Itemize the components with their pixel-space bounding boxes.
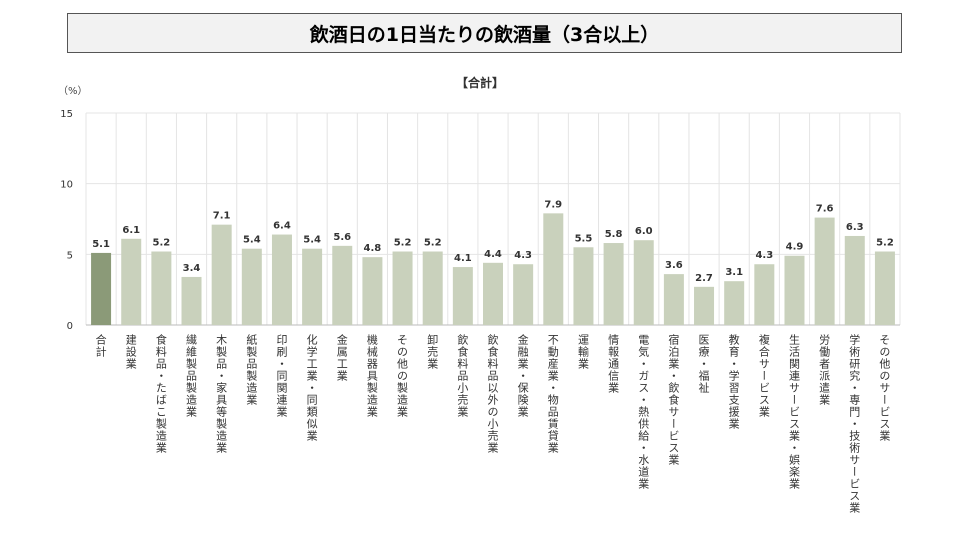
bar bbox=[483, 262, 503, 325]
x-tick-label: 化学工業・同類似業 bbox=[305, 334, 319, 442]
bar bbox=[271, 234, 292, 325]
chart-title: 飲酒日の1日当たりの飲酒量（3合以上） bbox=[67, 13, 902, 53]
data-label: 5.4 bbox=[243, 235, 261, 246]
x-tick-label: その他のサービス業 bbox=[877, 334, 891, 442]
x-tick-label: 宿泊業・飲食サービス業 bbox=[666, 334, 680, 466]
x-tick-label: 学術研究・専門・技術サービス業 bbox=[847, 334, 861, 514]
y-tick-label: 5 bbox=[67, 250, 73, 261]
x-tick-label: 卸売業 bbox=[425, 334, 439, 370]
y-tick-label: 15 bbox=[60, 109, 73, 120]
data-label: 6.1 bbox=[122, 225, 140, 236]
data-label: 6.4 bbox=[273, 221, 291, 232]
bar bbox=[603, 243, 624, 325]
x-tick-label: 教育・学習支援業 bbox=[727, 334, 741, 430]
data-label: 3.4 bbox=[183, 263, 201, 274]
x-tick-label: 労働者派遣業 bbox=[817, 334, 831, 406]
data-label: 6.0 bbox=[635, 226, 653, 237]
data-label: 5.8 bbox=[605, 229, 623, 240]
data-label: 2.7 bbox=[695, 273, 713, 284]
bar bbox=[663, 274, 684, 325]
data-label: 4.8 bbox=[364, 243, 382, 254]
data-label: 7.6 bbox=[816, 204, 834, 215]
x-tick-label: 印刷・同関連業 bbox=[274, 334, 288, 418]
x-tick-label: 不動産業・物品賃貸業 bbox=[546, 334, 560, 454]
x-tick-label: 生活関連サービス業・娯楽業 bbox=[787, 334, 801, 490]
x-tick-label: 食料品・たばこ製造業 bbox=[154, 334, 168, 454]
x-tick-label: 電気・ガス・熱供給・水道業 bbox=[636, 334, 650, 490]
bar bbox=[513, 264, 534, 325]
x-tick-label: 飲食料品以外の小売業 bbox=[486, 334, 499, 454]
bar bbox=[121, 238, 142, 325]
bar bbox=[784, 255, 805, 325]
x-tick-label: 情報通信業 bbox=[606, 334, 620, 394]
bar bbox=[422, 251, 443, 325]
bar bbox=[241, 248, 262, 325]
bar bbox=[814, 217, 835, 325]
bar bbox=[694, 286, 715, 325]
bar bbox=[754, 264, 775, 325]
bar bbox=[392, 251, 413, 325]
y-tick-label: 0 bbox=[67, 321, 73, 332]
data-label: 5.5 bbox=[575, 233, 593, 244]
data-label: 5.2 bbox=[394, 238, 412, 249]
data-label: 5.4 bbox=[303, 235, 321, 246]
x-tick-label: 木製品・家具等製造業 bbox=[214, 334, 228, 454]
data-label: 5.2 bbox=[876, 238, 894, 249]
data-label: 4.1 bbox=[454, 253, 472, 264]
data-label: 3.1 bbox=[725, 267, 743, 278]
data-label: 5.2 bbox=[153, 238, 171, 249]
x-tick-label: 合計 bbox=[94, 334, 108, 358]
bar bbox=[362, 257, 383, 325]
x-tick-label: 飲食料品小売業 bbox=[455, 334, 469, 418]
data-label: 5.2 bbox=[424, 238, 442, 249]
bar bbox=[91, 252, 112, 325]
bar bbox=[874, 251, 895, 325]
x-tick-label: 運輸業 bbox=[576, 334, 590, 370]
bar bbox=[844, 235, 865, 325]
x-tick-label: その他の製造業 bbox=[395, 334, 409, 418]
bar bbox=[211, 224, 232, 325]
data-label: 3.6 bbox=[665, 260, 683, 271]
x-tick-label: 金属工業 bbox=[335, 334, 349, 382]
data-label: 7.1 bbox=[213, 211, 231, 222]
x-tick-label: 医療・福祉 bbox=[697, 334, 711, 394]
bar bbox=[302, 248, 323, 325]
data-label: 4.3 bbox=[514, 250, 532, 261]
bar bbox=[452, 267, 473, 325]
bar bbox=[181, 276, 202, 325]
y-tick-label: 10 bbox=[60, 180, 73, 191]
chart-subtitle: 【合計】 bbox=[455, 76, 504, 90]
data-label: 5.6 bbox=[333, 232, 351, 243]
bar bbox=[724, 281, 745, 325]
data-label: 7.9 bbox=[544, 199, 562, 210]
data-label: 4.4 bbox=[484, 249, 502, 260]
x-tick-label: 建設業 bbox=[124, 334, 138, 370]
bar bbox=[332, 245, 353, 325]
y-axis-unit: （%） bbox=[58, 86, 88, 97]
data-label: 4.9 bbox=[786, 242, 804, 253]
x-tick-label: 機械器具製造業 bbox=[365, 334, 379, 418]
bar bbox=[543, 213, 564, 325]
x-tick-label: 複合サービス業 bbox=[757, 334, 771, 418]
x-tick-label: 紙製品製造業 bbox=[244, 334, 258, 406]
data-label: 4.3 bbox=[755, 250, 773, 261]
bar bbox=[633, 240, 654, 325]
bar bbox=[151, 251, 172, 325]
data-label: 6.3 bbox=[846, 222, 864, 233]
data-label: 5.1 bbox=[92, 239, 110, 250]
x-tick-label: 繊維製品製造業 bbox=[184, 334, 198, 418]
x-tick-label: 金融業・保険業 bbox=[516, 334, 530, 418]
bar bbox=[573, 247, 594, 325]
